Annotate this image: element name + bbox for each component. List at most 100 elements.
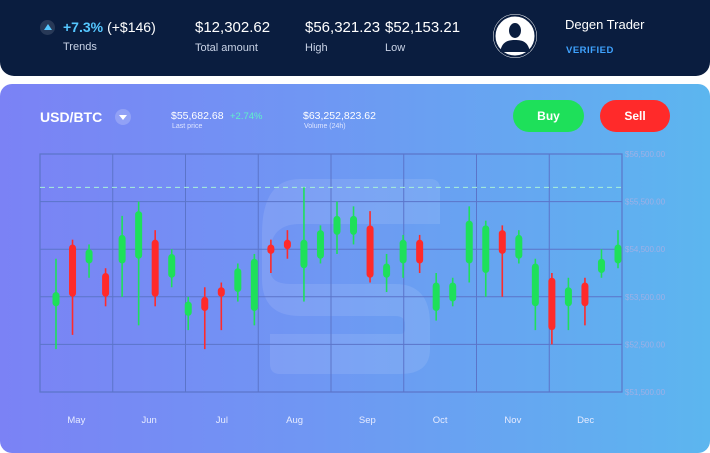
high-label: High <box>305 42 328 54</box>
candle-body <box>333 215 341 235</box>
candle-body <box>283 239 291 250</box>
x-tick-label: Aug <box>286 415 303 426</box>
y-tick-label: $54,500.00 <box>625 245 666 254</box>
candle-body <box>581 282 589 307</box>
candle <box>135 201 143 326</box>
chart-card: USD/BTC $55,682.68 +2.74% Last price $63… <box>0 84 710 453</box>
trend-up-arrow-icon[interactable] <box>40 19 55 35</box>
candle-body <box>151 239 159 297</box>
candle-body <box>597 258 605 273</box>
trend-percent: +7.3% <box>63 19 104 35</box>
volume-value: $63,252,823.62 <box>303 110 376 122</box>
pair-dropdown-chevron-down-icon[interactable] <box>115 109 131 125</box>
y-axis: $56,500.00 $55,500.00 $54,500.00 $53,500.00… <box>625 150 666 397</box>
candle <box>350 206 358 245</box>
y-tick-label: $52,500.00 <box>625 340 666 349</box>
candle <box>531 258 539 331</box>
candle-body <box>614 244 622 264</box>
candle <box>449 277 457 307</box>
candle <box>564 277 572 331</box>
trend-amount: (+$146) <box>107 19 156 35</box>
candle <box>267 239 275 273</box>
candle-body <box>449 282 457 302</box>
candle <box>85 244 93 278</box>
candle <box>118 215 126 297</box>
candle <box>416 234 424 273</box>
x-tick-label: Jul <box>216 415 228 426</box>
candle-body <box>300 239 308 269</box>
candle-body <box>465 220 473 264</box>
x-tick-label: Sep <box>359 415 376 426</box>
candle <box>498 225 506 297</box>
candle-body <box>515 234 523 259</box>
candle <box>234 263 242 302</box>
last-price-label: Last price <box>172 123 203 130</box>
candle-body <box>564 287 572 307</box>
candle <box>383 253 391 293</box>
x-tick-label: Jun <box>141 415 156 426</box>
candle <box>581 277 589 326</box>
candle-body <box>531 263 539 307</box>
candle <box>399 234 407 278</box>
candle-body <box>350 215 358 235</box>
user-silhouette-icon <box>493 14 537 58</box>
candle <box>432 273 440 321</box>
candle-body <box>482 225 490 273</box>
candle <box>316 225 324 264</box>
candle-body <box>168 253 176 278</box>
high-stat: $56,321.23 High <box>305 19 380 55</box>
candle <box>333 201 341 254</box>
x-axis: May Jun Jul Aug Sep Oct Nov Dec <box>67 415 594 426</box>
x-tick-label: Dec <box>577 415 594 426</box>
stats-header: +7.3% (+$146) Trends $12,302.62 Total am… <box>0 0 710 76</box>
candle-body <box>267 244 275 254</box>
candle-body <box>52 292 60 307</box>
candle-body <box>250 258 258 312</box>
total-value: $12,302.62 <box>195 19 271 36</box>
candle <box>201 287 209 350</box>
trend-label: Trends <box>63 41 97 53</box>
sell-button[interactable]: Sell <box>600 100 670 132</box>
y-tick-label: $55,500.00 <box>625 198 666 207</box>
candle-body <box>399 239 407 264</box>
candle <box>168 249 176 288</box>
candle-body <box>85 249 93 264</box>
candle-body <box>416 239 424 264</box>
total-stat: $12,302.62 Total amount <box>195 19 270 55</box>
user-name[interactable]: Degen Trader <box>565 17 645 32</box>
candlestick-chart: $56,500.00 $55,500.00 $54,500.00 $53,500.00… <box>39 150 666 426</box>
buy-button[interactable]: Buy <box>513 100 584 132</box>
pair-label[interactable]: USD/BTC <box>40 109 103 125</box>
candle <box>366 211 374 283</box>
candle <box>69 239 77 335</box>
candle <box>482 220 490 297</box>
candle <box>52 258 60 350</box>
candle-body <box>217 287 225 297</box>
low-stat: $52,153.21 Low <box>385 19 460 55</box>
x-tick-label: May <box>67 415 85 426</box>
candle-body <box>366 225 374 278</box>
candle <box>250 253 258 326</box>
candle-body <box>234 268 242 293</box>
x-tick-label: Oct <box>433 415 448 426</box>
low-value: $52,153.21 <box>385 19 461 36</box>
candle <box>597 249 605 278</box>
verified-badge: VERIFIED <box>566 45 614 56</box>
candle-body <box>316 230 324 259</box>
candle <box>283 230 291 259</box>
total-label: Total amount <box>195 42 258 54</box>
candle-body <box>432 282 440 312</box>
candle-body <box>69 244 77 297</box>
candle <box>300 187 308 302</box>
candle-body <box>201 296 209 312</box>
y-tick-label: $51,500.00 <box>625 388 666 397</box>
high-value: $56,321.23 <box>305 19 381 36</box>
candle <box>184 296 192 331</box>
candle-body <box>102 273 110 297</box>
candle <box>548 273 556 345</box>
user-avatar[interactable] <box>493 14 537 58</box>
candles <box>52 187 622 350</box>
trend-stat: +7.3% (+$146) Trends <box>40 19 156 54</box>
price-change: +2.74% <box>230 111 263 122</box>
chart-grid <box>39 153 623 393</box>
